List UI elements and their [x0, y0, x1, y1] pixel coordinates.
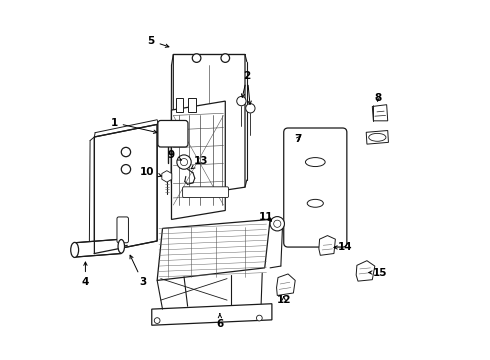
Circle shape: [245, 104, 255, 113]
Text: 7: 7: [294, 134, 302, 144]
FancyBboxPatch shape: [188, 98, 196, 112]
Ellipse shape: [307, 199, 323, 207]
FancyBboxPatch shape: [183, 187, 228, 198]
Text: 14: 14: [334, 242, 353, 252]
Circle shape: [237, 96, 246, 106]
Polygon shape: [172, 101, 225, 220]
Polygon shape: [95, 125, 157, 253]
Circle shape: [122, 165, 131, 174]
Ellipse shape: [305, 158, 325, 167]
Polygon shape: [173, 54, 245, 198]
Polygon shape: [157, 220, 270, 280]
Polygon shape: [162, 171, 172, 182]
Text: 12: 12: [276, 295, 291, 305]
Text: 4: 4: [82, 262, 89, 287]
Text: 3: 3: [130, 255, 147, 287]
Polygon shape: [372, 105, 388, 121]
FancyBboxPatch shape: [176, 98, 183, 112]
Circle shape: [154, 318, 160, 323]
Polygon shape: [276, 274, 295, 296]
Text: 13: 13: [191, 156, 209, 169]
Polygon shape: [356, 261, 375, 281]
Text: 9: 9: [168, 150, 181, 160]
Polygon shape: [366, 131, 389, 144]
FancyBboxPatch shape: [284, 128, 347, 247]
Text: 2: 2: [243, 71, 250, 81]
Text: 5: 5: [147, 36, 169, 47]
Text: 8: 8: [374, 93, 381, 103]
Polygon shape: [74, 239, 122, 257]
Text: 10: 10: [140, 167, 162, 177]
Text: 11: 11: [259, 212, 274, 221]
Circle shape: [192, 54, 201, 62]
Ellipse shape: [71, 242, 78, 257]
Circle shape: [270, 217, 285, 231]
Text: 6: 6: [216, 314, 223, 329]
Circle shape: [177, 155, 191, 169]
Polygon shape: [152, 304, 272, 325]
FancyBboxPatch shape: [117, 217, 128, 243]
Text: 1: 1: [110, 118, 157, 134]
Ellipse shape: [368, 134, 386, 141]
Text: 15: 15: [369, 267, 388, 278]
Ellipse shape: [118, 239, 124, 253]
Circle shape: [221, 54, 230, 62]
FancyBboxPatch shape: [158, 121, 188, 147]
Circle shape: [256, 315, 262, 321]
Circle shape: [122, 147, 131, 157]
Polygon shape: [319, 235, 335, 255]
